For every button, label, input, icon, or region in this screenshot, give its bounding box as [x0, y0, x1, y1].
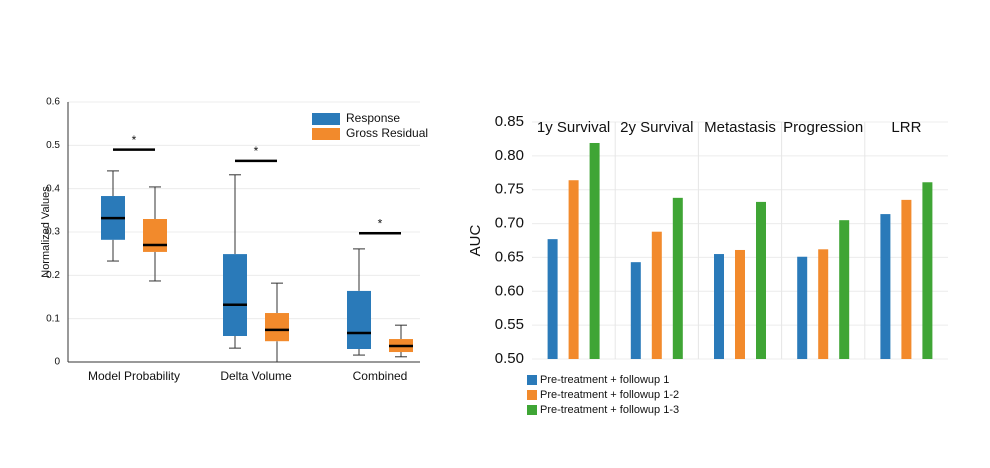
bar — [839, 220, 850, 359]
y-tick-label: 0.3 — [46, 227, 60, 238]
y-tick-label: 0.85 — [495, 113, 524, 130]
box — [143, 219, 167, 252]
y-tick-label: 0.1 — [46, 313, 60, 324]
significance-label: * — [254, 144, 259, 158]
box — [347, 290, 371, 349]
legend-swatch — [527, 390, 537, 400]
legend-swatch — [312, 113, 340, 125]
y-tick-label: 0.60 — [495, 282, 524, 299]
legend-swatch — [527, 375, 537, 385]
legend-swatch — [312, 128, 340, 140]
y-tick-label: 0.2 — [46, 270, 60, 281]
x-tick-label: Combined — [353, 369, 408, 383]
bar — [818, 249, 829, 359]
bar — [672, 197, 683, 359]
y-tick-label: 0.65 — [495, 248, 524, 265]
y-tick-label: 0.80 — [495, 147, 524, 164]
y-tick-label: 0 — [54, 357, 60, 368]
bar — [901, 199, 912, 359]
bar — [651, 231, 662, 359]
bar — [568, 180, 579, 359]
legend-label: Gross Residual — [346, 126, 428, 140]
bar — [589, 142, 600, 359]
x-tick-label: Delta Volume — [220, 369, 292, 383]
y-tick-label: 0.75 — [495, 181, 524, 198]
y-tick-label: 0.6 — [46, 97, 60, 108]
bar — [714, 254, 724, 359]
panel-title: 2y Survival — [620, 119, 693, 136]
panel-title: Metastasis — [704, 119, 776, 136]
panel-title: Progression — [783, 119, 863, 136]
bar — [922, 182, 933, 359]
bar — [797, 256, 808, 359]
legend-label: Pre-treatment + followup 1 — [540, 374, 669, 386]
panel-title: 1y Survival — [537, 119, 610, 136]
bar — [735, 249, 745, 359]
bar — [630, 262, 641, 359]
bar — [880, 214, 891, 359]
bar — [547, 239, 558, 359]
x-tick-label: Model Probability — [88, 369, 180, 383]
panel-title: LRR — [891, 119, 921, 136]
significance-label: * — [132, 133, 137, 147]
y-tick-label: 0.55 — [495, 316, 524, 333]
y-tick-label: 0.4 — [46, 183, 60, 194]
significance-label: * — [378, 216, 383, 230]
legend-label: Response — [346, 111, 400, 125]
legend-swatch — [527, 405, 537, 415]
box — [223, 254, 247, 336]
bar — [756, 201, 766, 359]
y-axis-label: AUC — [467, 224, 484, 256]
box — [265, 313, 289, 342]
y-tick-label: 0.5 — [46, 140, 60, 151]
legend-label: Pre-treatment + followup 1-3 — [540, 404, 679, 416]
y-tick-label: 0.70 — [495, 215, 524, 232]
y-axis-label: Normalized Values — [40, 186, 52, 278]
legend-label: Pre-treatment + followup 1-2 — [540, 389, 679, 401]
y-tick-label: 0.50 — [495, 350, 524, 367]
